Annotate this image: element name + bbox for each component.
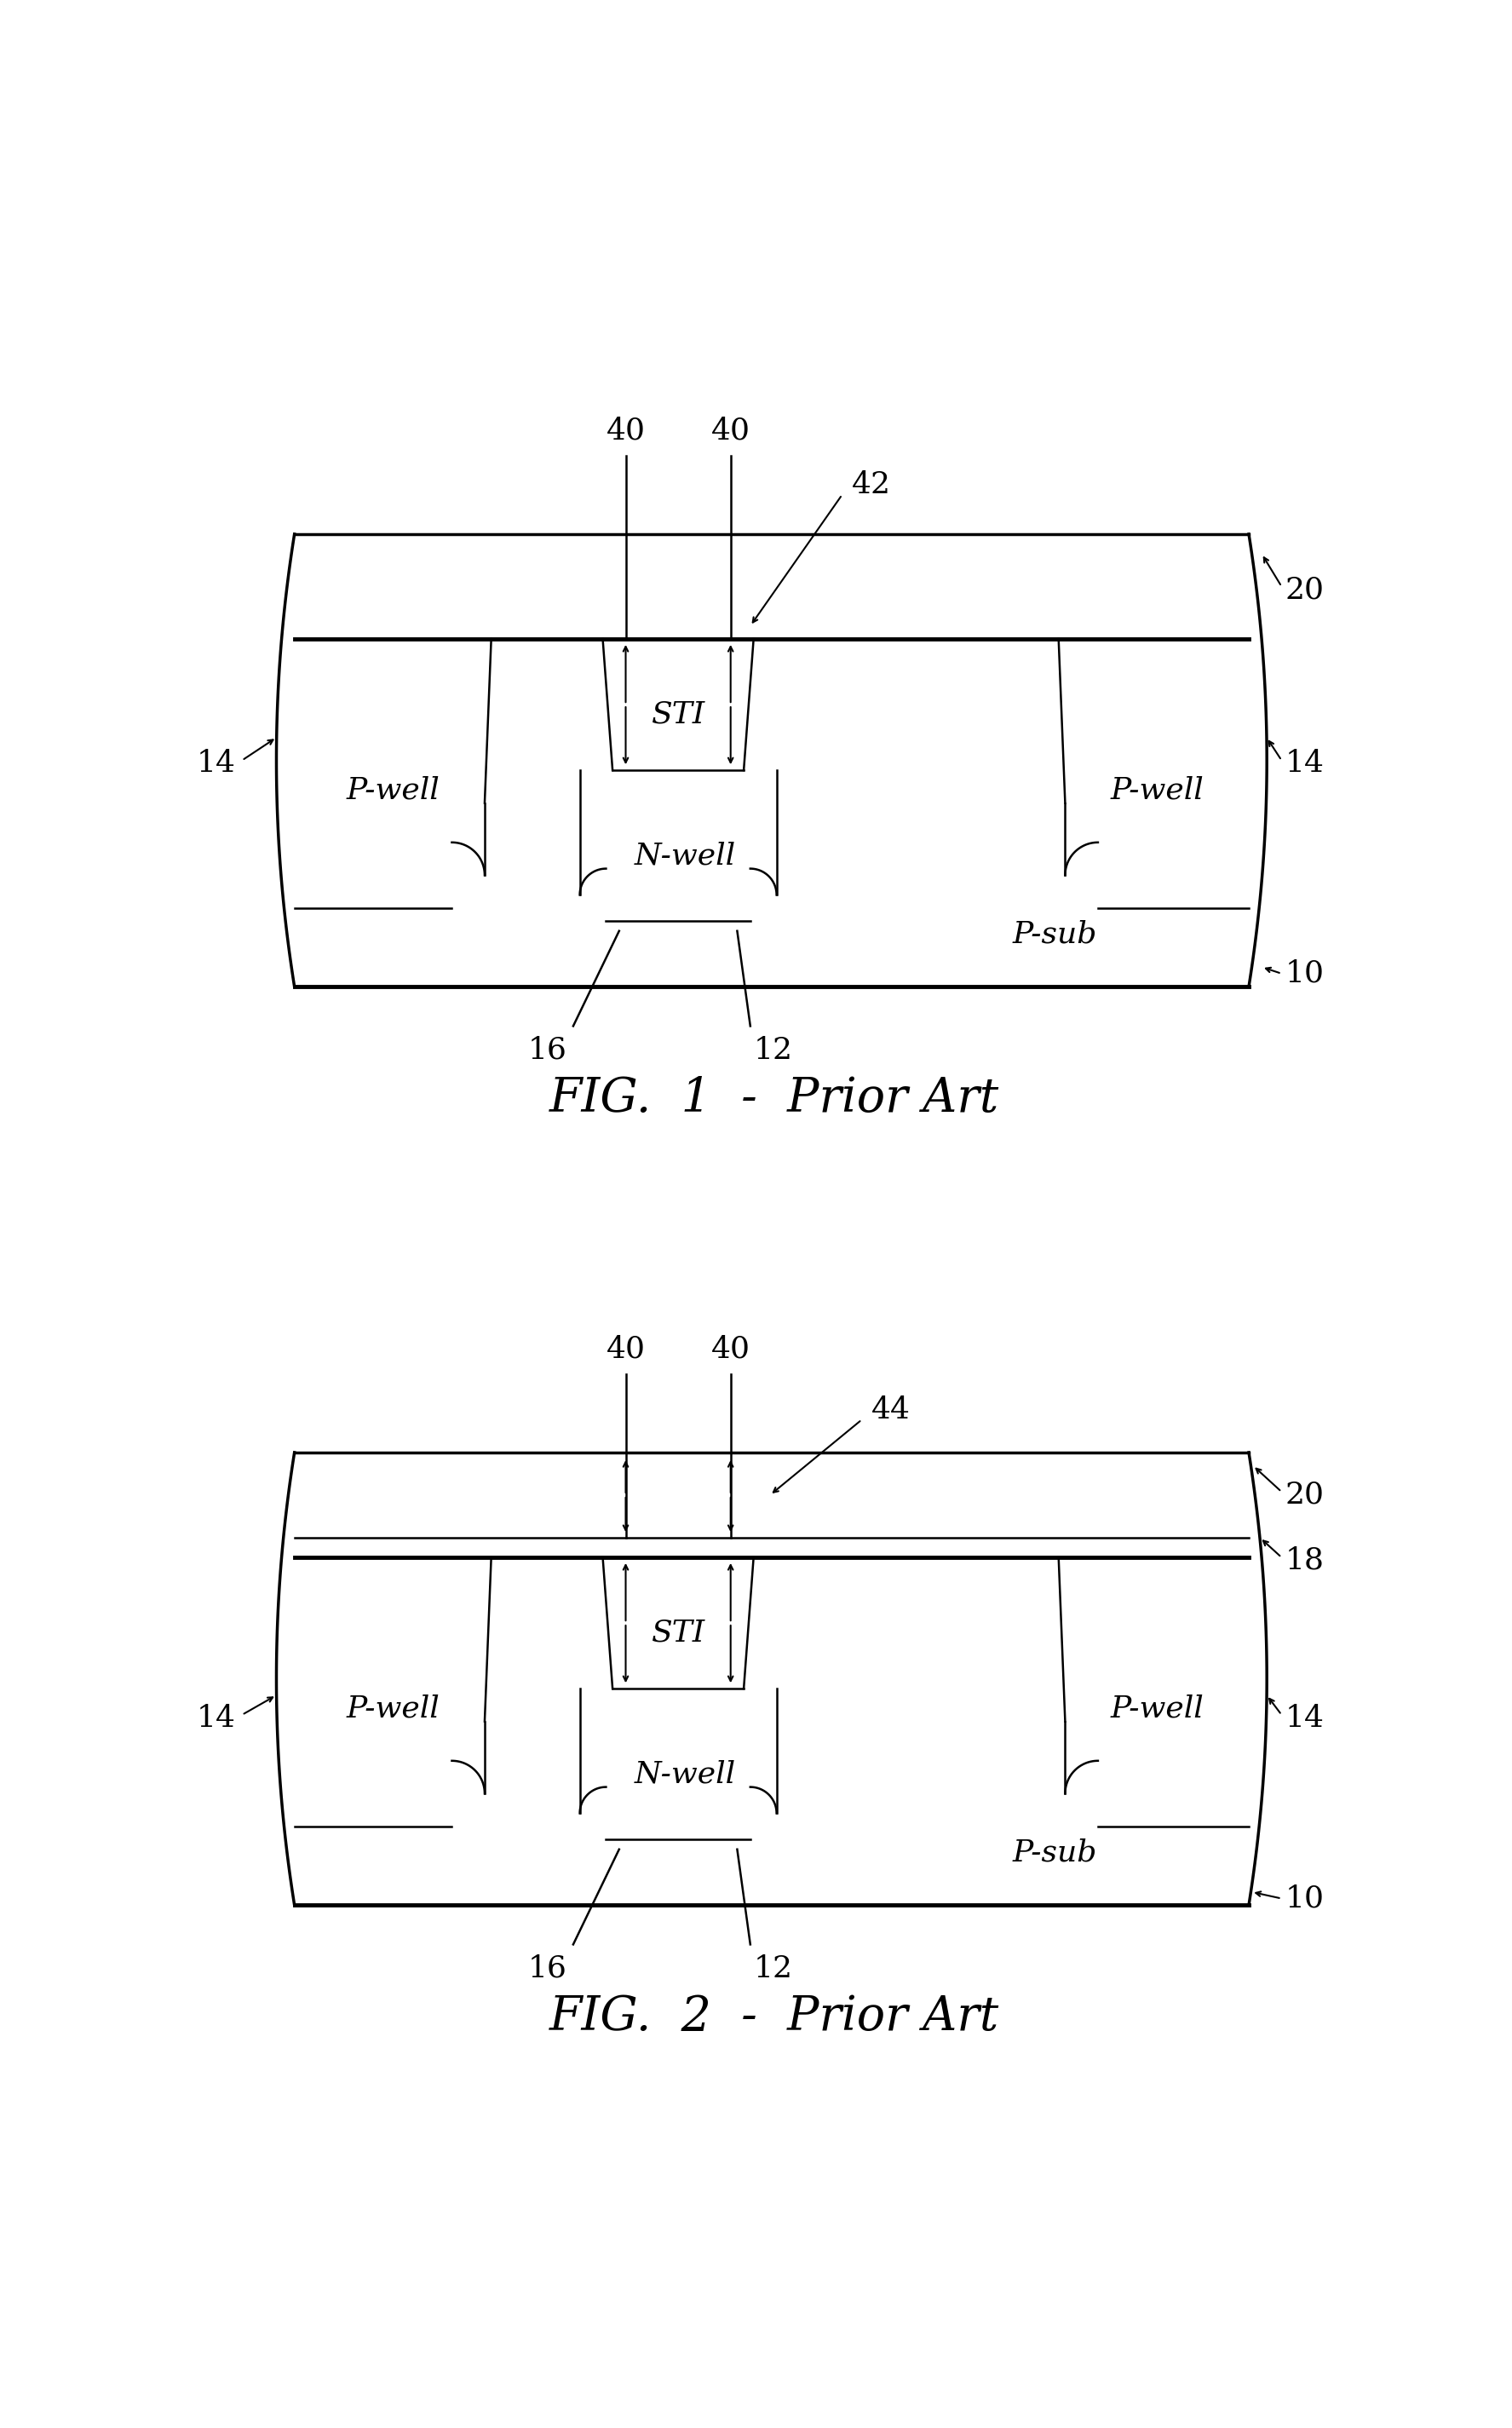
Text: P-well: P-well [346,775,440,804]
Text: P-sub: P-sub [1013,920,1098,949]
Text: 20: 20 [1285,575,1325,605]
Text: 40: 40 [711,418,750,444]
Text: 40: 40 [606,1335,646,1365]
Text: FIG.  1  -  Prior Art: FIG. 1 - Prior Art [550,1076,999,1122]
Text: STI: STI [652,699,705,728]
Text: 14: 14 [197,750,236,777]
Text: FIG.  2  -  Prior Art: FIG. 2 - Prior Art [550,1993,999,2040]
Text: N-well: N-well [634,1760,735,1789]
Text: P-well: P-well [1110,1695,1204,1724]
Text: 14: 14 [1285,1704,1325,1734]
Text: 20: 20 [1285,1481,1325,1510]
Text: STI: STI [652,1619,705,1646]
Text: 18: 18 [1285,1547,1325,1576]
Text: 12: 12 [753,1955,792,1984]
Text: 14: 14 [197,1704,236,1734]
Text: 42: 42 [851,471,891,500]
Text: 40: 40 [711,1335,750,1365]
Text: 12: 12 [753,1037,792,1066]
Text: 16: 16 [528,1955,567,1984]
Text: 44: 44 [871,1396,910,1425]
Text: P-well: P-well [1110,775,1204,804]
Text: 10: 10 [1285,959,1325,988]
Text: 40: 40 [606,418,646,444]
Text: 16: 16 [528,1037,567,1066]
Text: 14: 14 [1285,750,1325,777]
Text: 10: 10 [1285,1884,1325,1913]
Text: P-sub: P-sub [1013,1838,1098,1867]
Text: P-well: P-well [346,1695,440,1724]
Text: N-well: N-well [634,840,735,869]
